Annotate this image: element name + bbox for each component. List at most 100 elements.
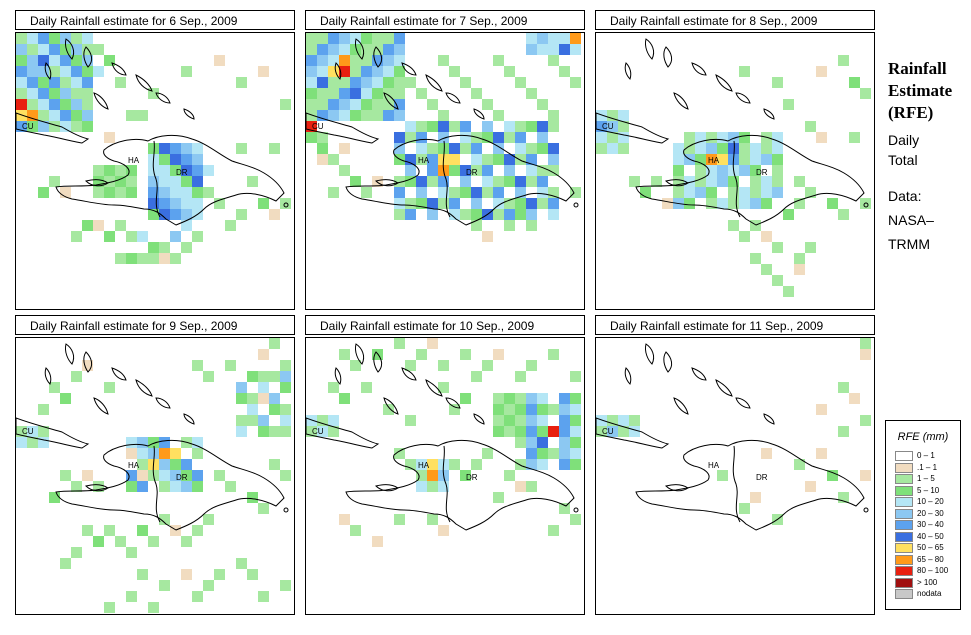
coast-path <box>345 439 575 531</box>
rainfall-cell <box>170 470 181 481</box>
rainfall-cell <box>71 481 82 492</box>
country-label-dr: DR <box>176 168 188 177</box>
rainfall-cell <box>596 426 607 437</box>
rainfall-cell <box>280 382 291 393</box>
rainfall-cell <box>192 165 203 176</box>
rainfall-cell <box>126 187 137 198</box>
coastline <box>16 343 289 531</box>
rainfall-cell <box>548 349 559 360</box>
side-subtitle-line: Total <box>888 152 918 168</box>
rainfall-cell <box>416 143 427 154</box>
rainfall-cell <box>38 121 49 132</box>
rainfall-cell <box>350 77 361 88</box>
rfe-legend: RFE (mm) 0 – 1 .1 – 1 1 – 5 5 – 10 10 – 20 20… <box>885 420 961 610</box>
rainfall-map: CU HA DR <box>305 32 585 310</box>
rainfall-cell <box>460 77 471 88</box>
rainfall-cell <box>526 459 537 470</box>
rainfall-cell <box>258 198 269 209</box>
rainfall-cell <box>471 165 482 176</box>
rainfall-cell <box>394 176 405 187</box>
legend-swatch <box>895 566 913 576</box>
rainfall-cell <box>761 264 772 275</box>
rainfall-cell <box>860 88 871 99</box>
rainfall-cell <box>170 187 181 198</box>
rainfall-cell <box>482 99 493 110</box>
rainfall-cell <box>405 77 416 88</box>
legend-swatch <box>895 508 913 519</box>
rainfall-cell <box>515 198 526 209</box>
rainfall-cell <box>280 371 291 382</box>
rainfall-cell <box>526 44 537 55</box>
rainfall-cell <box>38 88 49 99</box>
coast-path <box>665 179 689 187</box>
coast-path <box>645 38 655 60</box>
rainfall-cell <box>247 404 258 415</box>
coast-path <box>445 92 461 104</box>
rainfall-cell <box>280 99 291 110</box>
rainfall-cell <box>137 437 148 448</box>
rainfall-cell <box>49 110 60 121</box>
rainfall-cell <box>460 132 471 143</box>
legend-swatch <box>895 531 913 542</box>
coast-path <box>445 397 461 409</box>
coast-path <box>16 417 90 449</box>
rainfall-cell <box>427 514 438 525</box>
rainfall-cell <box>49 492 60 503</box>
rainfall-cell <box>192 591 203 602</box>
coast-path <box>735 92 751 104</box>
rainfall-cell <box>170 231 181 242</box>
rainfall-cell <box>438 382 449 393</box>
rainfall-cell <box>104 525 115 536</box>
rainfall-cell <box>317 88 328 99</box>
rainfall-cell <box>350 33 361 44</box>
legend-label: 1 – 5 <box>917 474 935 483</box>
legend-label: 5 – 10 <box>917 485 940 495</box>
rainfall-cell <box>350 176 361 187</box>
rainfall-cell <box>860 349 871 360</box>
coast-path <box>85 484 109 492</box>
coast-path <box>55 134 285 226</box>
coast-path <box>93 92 109 110</box>
rainfall-cell <box>405 132 416 143</box>
rainfall-cell <box>739 66 750 77</box>
rainfall-cell <box>71 33 82 44</box>
legend-label: 80 – 100 <box>917 566 949 575</box>
rainfall-cell <box>16 55 27 66</box>
rainfall-cell <box>651 176 662 187</box>
legend-swatch <box>895 485 913 496</box>
rainfall-cell <box>306 426 317 437</box>
rainfall-cell <box>258 415 269 426</box>
rainfall-cell <box>460 121 471 132</box>
rainfall-cell <box>317 132 328 143</box>
coast-path <box>345 134 575 226</box>
rainfall-cell <box>618 415 629 426</box>
rainfall-cell <box>438 55 449 66</box>
rainfall-cell <box>394 99 405 110</box>
rainfall-cell <box>526 448 537 459</box>
rainfall-cell <box>170 198 181 209</box>
rainfall-cell <box>570 514 581 525</box>
rainfall-cell <box>471 88 482 99</box>
rainfall-cell <box>750 143 761 154</box>
rainfall-cell <box>181 176 192 187</box>
coast-path <box>111 62 127 76</box>
rainfall-cell <box>350 99 361 110</box>
rainfall-cell <box>137 470 148 481</box>
rainfall-cell <box>361 88 372 99</box>
rainfall-cell <box>49 66 60 77</box>
rainfall-cell <box>607 143 618 154</box>
coast-path <box>83 46 93 68</box>
rainfall-cell <box>71 66 82 77</box>
rainfall-cell <box>772 154 783 165</box>
rainfall-cell <box>317 415 328 426</box>
rainfall-cell <box>537 426 548 437</box>
rainfall-cell <box>115 187 126 198</box>
rainfall-cell <box>306 33 317 44</box>
coast-path <box>283 507 289 513</box>
rainfall-cell <box>236 77 247 88</box>
rainfall-cell <box>471 209 482 220</box>
rainfall-cell <box>548 448 559 459</box>
panel-title: Daily Rainfall estimate for 10 Sep., 200… <box>305 315 585 335</box>
rainfall-cell <box>38 55 49 66</box>
coast-path <box>635 134 865 226</box>
